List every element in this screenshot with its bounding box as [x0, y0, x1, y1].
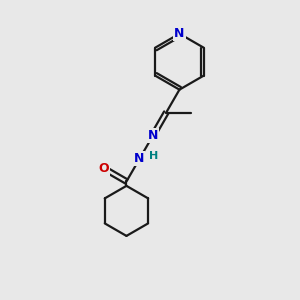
- Text: H: H: [149, 151, 158, 161]
- Text: O: O: [98, 162, 109, 175]
- Text: N: N: [134, 152, 144, 165]
- Text: N: N: [174, 27, 184, 40]
- Text: N: N: [148, 129, 158, 142]
